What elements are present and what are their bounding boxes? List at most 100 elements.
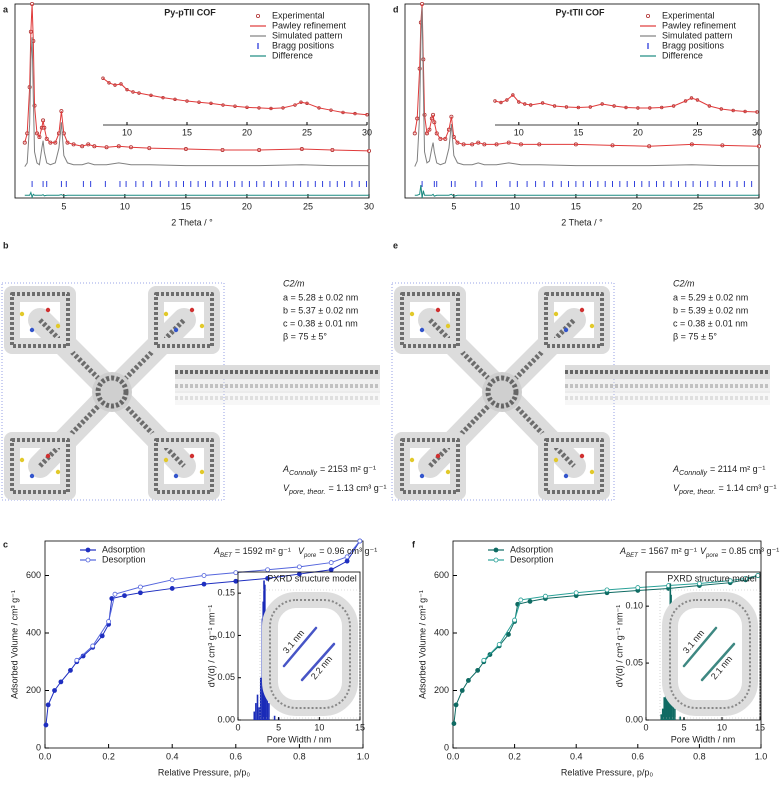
legend-swatch xyxy=(85,547,91,553)
y-tick-label: 0.00 xyxy=(217,714,235,724)
pore-atoms xyxy=(269,599,351,709)
space-group: C2/m xyxy=(673,278,695,288)
y-tick-label: 0.10 xyxy=(217,630,235,640)
legend-label: Pawley refinement xyxy=(662,20,737,30)
atom xyxy=(199,323,205,329)
panel-letter: c xyxy=(3,539,8,549)
data-point xyxy=(169,577,175,583)
series-line xyxy=(414,7,759,167)
data-point xyxy=(45,702,51,708)
bar xyxy=(660,714,662,720)
atom xyxy=(563,473,569,479)
pore-label: 3.1 nm xyxy=(281,628,306,656)
atom xyxy=(29,327,35,333)
atom xyxy=(19,457,25,463)
framework-atoms xyxy=(10,438,70,494)
pore-glow xyxy=(262,592,358,716)
legend-label: Experimental xyxy=(662,10,715,20)
subscript: pore, theor. xyxy=(678,487,716,496)
data-point xyxy=(265,575,271,581)
x-tick-label: 0.4 xyxy=(166,751,179,761)
data-point xyxy=(112,591,118,597)
data-point xyxy=(328,560,334,565)
data-point xyxy=(296,564,302,570)
framework-atoms xyxy=(544,292,604,348)
data-point xyxy=(52,688,57,693)
y-tick-label: 400 xyxy=(26,627,41,637)
bar xyxy=(679,716,681,720)
x-tick-label: 30 xyxy=(364,201,374,211)
data-point xyxy=(357,538,363,544)
symbol: A xyxy=(213,546,220,556)
model-title: PXRD structure model xyxy=(667,573,757,583)
data-point xyxy=(573,590,579,596)
x-tick-label: 0.2 xyxy=(508,751,521,761)
cell-parameter: a = 5.29 ± 0.02 nm xyxy=(673,292,748,302)
plot-frame xyxy=(404,3,760,199)
legend-label: Simulated pattern xyxy=(662,30,733,40)
data-point xyxy=(137,584,143,590)
model-title: PXRD structure model xyxy=(267,573,357,583)
panel-letter: a xyxy=(3,4,9,14)
data-point xyxy=(58,679,64,685)
data-point xyxy=(265,567,271,573)
bar xyxy=(255,703,257,720)
x-tick-label: 15 xyxy=(571,201,581,211)
cell-parameter: β = 75 ± 5° xyxy=(673,331,717,341)
x-tick-label: 30 xyxy=(362,127,372,137)
y-tick-label: 600 xyxy=(26,570,41,580)
symbol: V xyxy=(283,483,290,493)
framework-atoms xyxy=(400,438,460,494)
atom xyxy=(29,473,35,479)
data-point xyxy=(201,581,207,587)
bar xyxy=(663,697,666,720)
atom xyxy=(55,469,61,475)
atom xyxy=(563,327,569,333)
y-tick-label: 600 xyxy=(434,570,449,580)
data-point xyxy=(635,585,641,590)
x-tick-label: 20 xyxy=(632,201,642,211)
x-tick-label: 5 xyxy=(451,201,456,211)
data-point xyxy=(74,657,80,663)
panel-letter: f xyxy=(412,539,416,549)
symbol: V xyxy=(298,546,305,556)
bar xyxy=(256,694,259,720)
symbol: A xyxy=(619,546,626,556)
plot-frame xyxy=(452,540,762,749)
chart-title: Py-pTII COF xyxy=(164,7,216,17)
x-tick-label: 25 xyxy=(303,201,313,211)
atom xyxy=(445,469,451,475)
plot-frame xyxy=(14,3,370,199)
x-tick-label: 15 xyxy=(181,201,191,211)
symbol: V xyxy=(673,483,680,493)
value-text: = 2114 m² g⁻¹ xyxy=(710,464,765,474)
x-tick-label: 0.8 xyxy=(693,751,706,761)
subscript: pore xyxy=(303,552,317,559)
series-line xyxy=(24,190,369,199)
pore-arrow xyxy=(682,626,718,668)
legend-label: Bragg positions xyxy=(662,40,725,50)
legend-swatch xyxy=(255,13,260,18)
pore-arrow xyxy=(700,642,736,682)
legend-label: Adsorption xyxy=(510,544,553,554)
y-tick-label: 0.05 xyxy=(625,657,643,667)
x-tick-label: 25 xyxy=(692,127,702,137)
x-tick-label: 10 xyxy=(510,201,520,211)
x-tick-label: 15 xyxy=(182,127,192,137)
atom xyxy=(189,307,195,313)
series-line xyxy=(414,185,759,199)
y-axis-label: Adsorbed Volume / cm³ g⁻¹ xyxy=(417,590,427,699)
x-tick-label: 1.0 xyxy=(755,751,768,761)
atom xyxy=(579,453,585,459)
atom xyxy=(409,457,415,463)
series-line xyxy=(24,37,369,167)
x-axis-label: Relative Pressure, p/p₀ xyxy=(158,767,251,777)
pore-atoms xyxy=(669,599,751,709)
legend-swatch xyxy=(85,557,91,563)
panel-letter: d xyxy=(393,4,399,14)
y-tick-label: 0.05 xyxy=(217,672,235,682)
subscript: Connolly xyxy=(289,468,317,477)
atom xyxy=(199,469,205,475)
x-tick-label: 15 xyxy=(755,722,765,732)
pore-glow xyxy=(662,592,758,716)
